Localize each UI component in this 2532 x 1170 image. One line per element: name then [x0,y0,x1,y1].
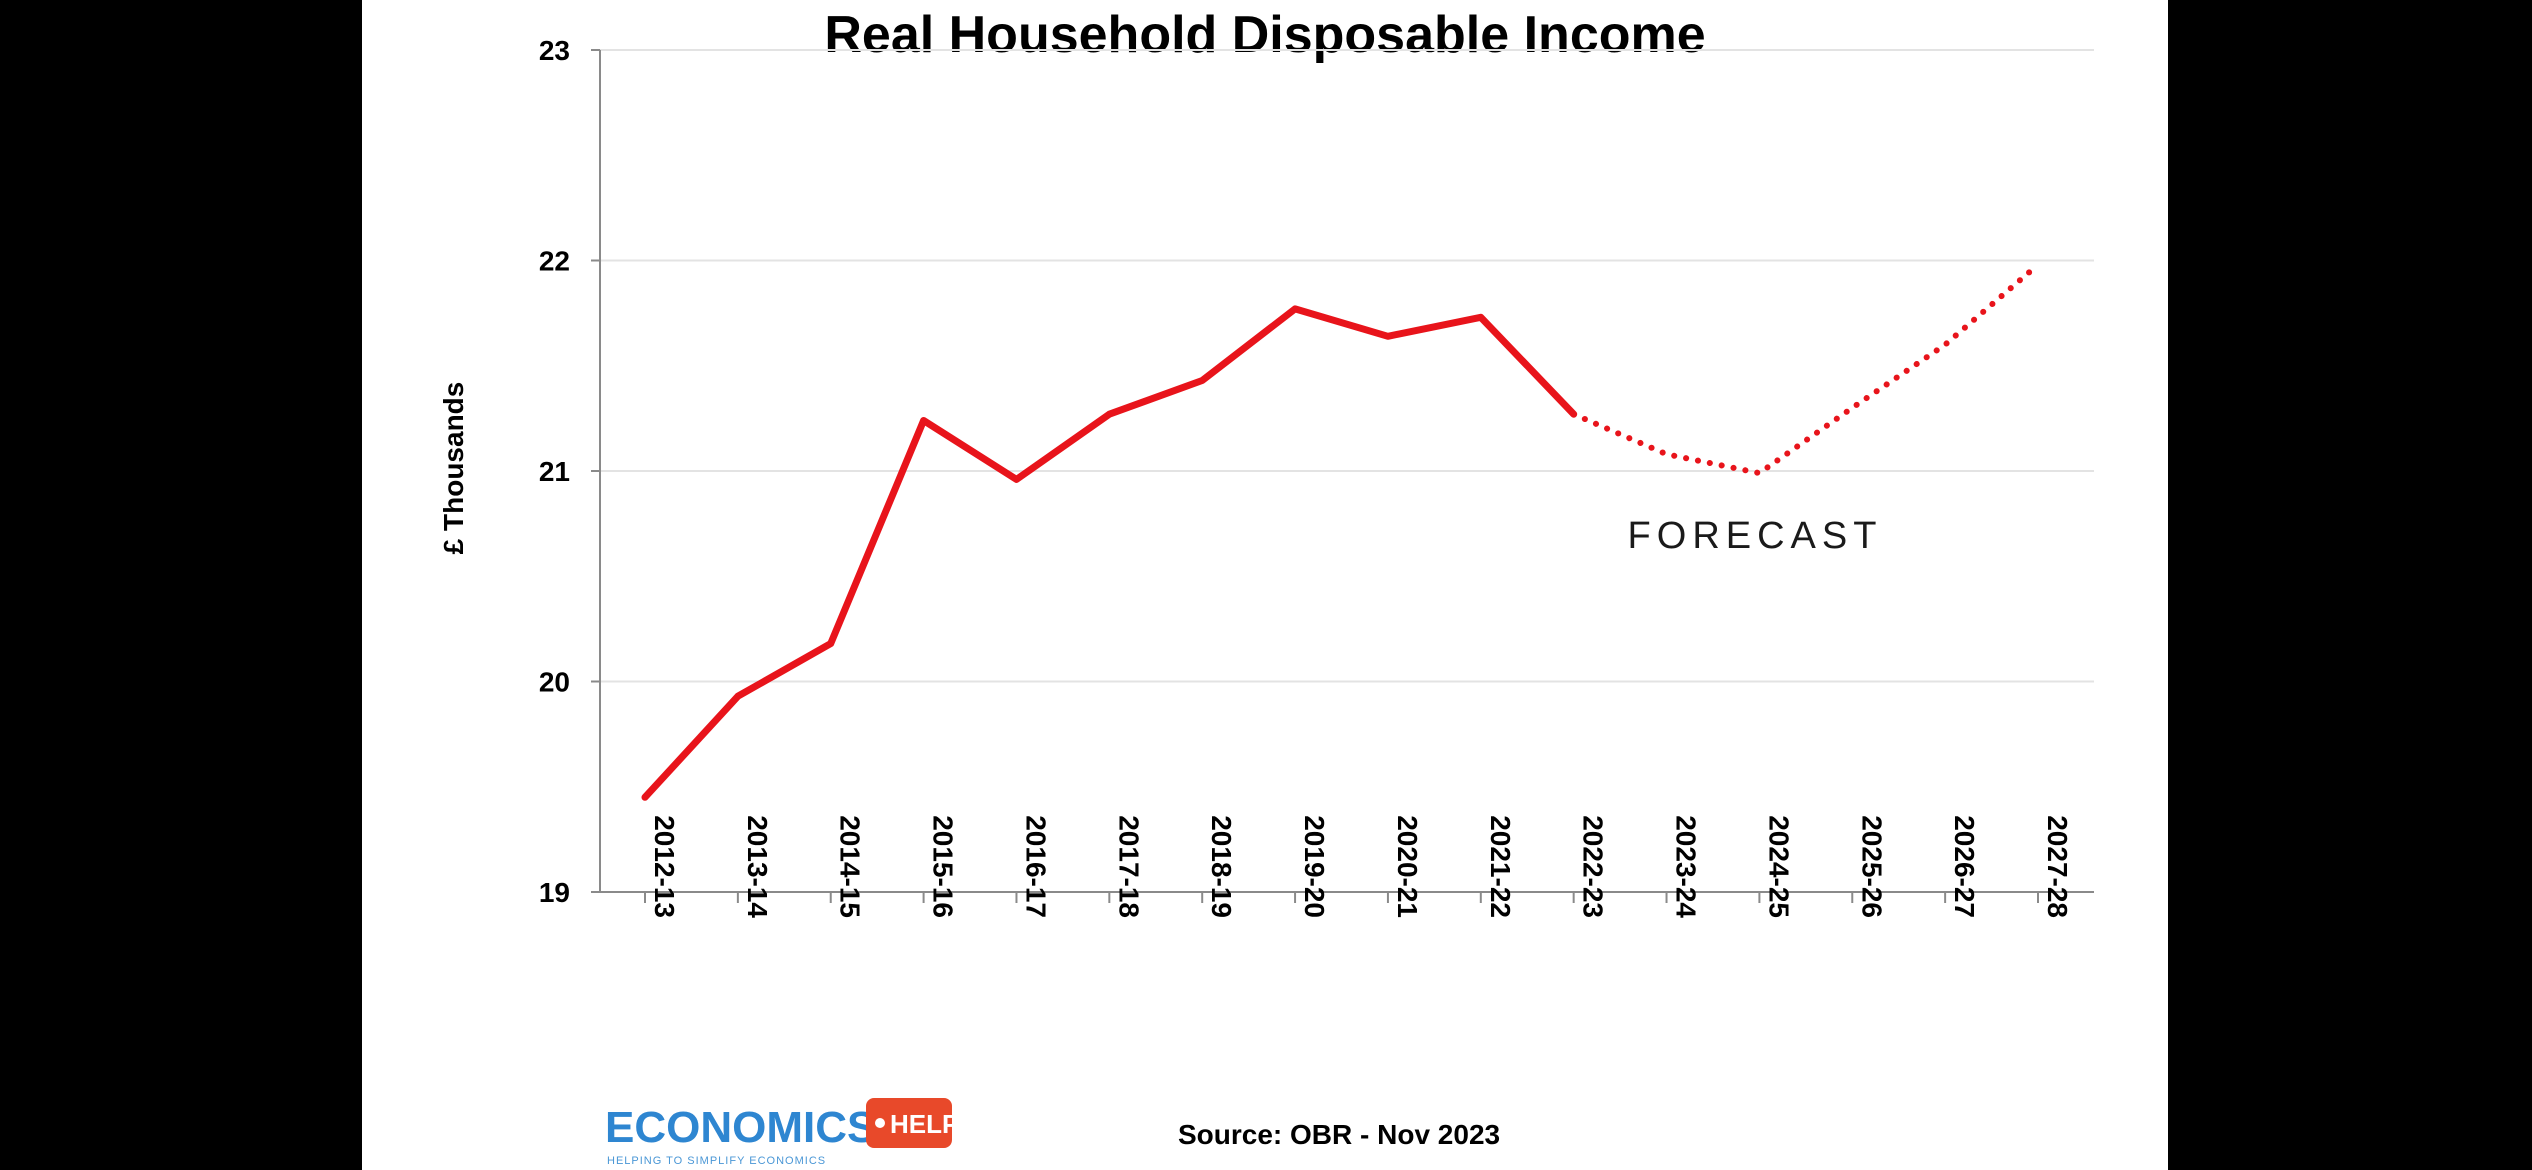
logo-tag-shape [866,1098,952,1148]
x-tick-label: 2013-14 [742,815,773,918]
x-tick-label: 2019-20 [1299,815,1330,918]
x-tick-label: 2024-25 [1763,815,1794,918]
x-tick-labels: 2012-13 2013-14 2014-15 2015-16 2016-17 2017-… [644,815,2073,918]
x-tick-label: 2021-22 [1485,815,1516,918]
series-lines [641,261,2041,801]
gridlines [591,49,2094,893]
x-tick-label: 2025-26 [1856,815,1887,918]
x-tick-label: 2023-24 [1671,815,1702,918]
source-note: Source: OBR - Nov 2023 [1178,1119,1500,1150]
logo-tagline: HELPING TO SIMPLIFY ECONOMICS [607,1155,826,1167]
x-tick-label: 2020-21 [1392,815,1423,918]
chart-panel [362,0,2168,1170]
logo-main-text: ECONOMICS [605,1103,876,1152]
actual-series-line [641,305,1578,801]
logo-tag-hole [875,1118,885,1128]
x-tick-label: 2012-13 [649,815,680,918]
forecast-series-line [1570,261,2041,477]
x-tick-label: 2015-16 [928,815,959,918]
x-tick-label: 2018-19 [1206,815,1237,918]
chart-title: Real Household Disposable Income [824,6,1705,64]
logo-tag-text: HELP [890,1109,959,1139]
forecast-annotation: FORECAST [1628,515,1883,557]
x-tick-label: 2026-27 [1949,815,1980,918]
economics-help-logo: ECONOMICS HELP HELPING TO SIMPLIFY ECONO… [605,1098,959,1167]
y-tick-label: 20 [539,667,570,698]
y-tick-label: 23 [539,35,570,66]
x-tick-label: 2017-18 [1113,815,1144,918]
x-tick-label: 2016-17 [1020,815,1051,918]
x-tick-label: 2027-28 [2042,815,2073,918]
y-tick-labels: 19 20 21 22 23 [539,35,570,908]
y-axis-label: £ Thousands [438,382,469,555]
x-tick-label: 2022-23 [1578,815,1609,918]
y-tick-label: 19 [539,877,570,908]
y-tick-label: 22 [539,246,570,277]
y-tick-label: 21 [539,456,570,487]
x-tick-label: 2014-15 [835,815,866,918]
